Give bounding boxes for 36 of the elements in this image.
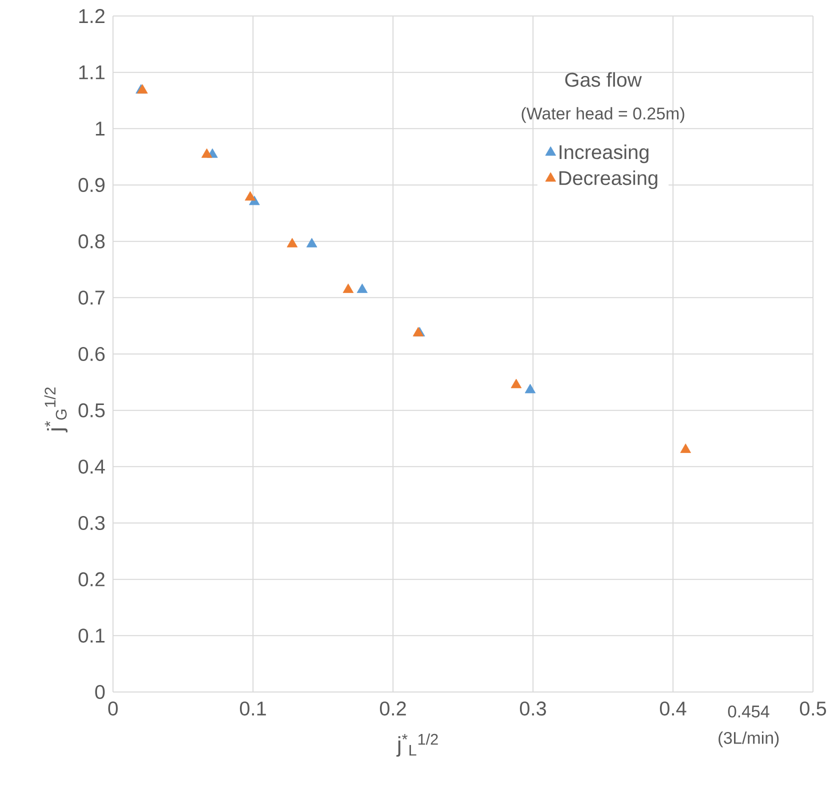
point [680,444,691,453]
y-tick-label: 0.9 [78,178,105,192]
y-tick-label: 0.1 [78,628,105,643]
x-tick-label: 0 [108,702,118,716]
y-tick-label: 0.7 [78,290,104,305]
point [244,191,256,201]
y-tick-label: 0.5 [78,403,105,418]
y-tick-label: 0.4 [78,460,105,474]
y-tick-label: 1.1 [79,65,105,80]
legend-label: Increasing [560,144,648,164]
y-axis-title: j$^{*}$G1/2 [44,387,68,432]
legend-title: Gas flow [565,72,642,87]
point [524,384,536,394]
point [342,284,354,293]
y-tick-label: 1 [96,122,105,136]
annotation: (Water head = 0.25m) [522,107,684,123]
y-tick-label: 0.8 [78,234,105,248]
point [306,238,318,248]
y-tick-label: 0.2 [78,572,104,586]
x-axis-title: j$^{*}$L1/2 [396,734,438,757]
x-tick-label: 0.5 [800,702,826,716]
x-tick-label: 0.1 [240,702,266,716]
point [510,378,522,388]
text: (3L/min) [718,732,779,748]
y-tick-label: 1.2 [79,9,104,23]
legend-label: Decreasing [559,170,658,190]
point [201,148,212,158]
y-tick-label: 0.3 [78,516,105,530]
point [286,238,298,248]
point [356,284,368,293]
y-tick-label: 0 [95,684,105,700]
x-tick-label: 0.2 [380,702,406,716]
y-tick-label: 0.6 [78,346,105,362]
x-tick-label: 0.4 [660,702,686,716]
text: 0.454 [728,706,770,718]
x-tick-label: 0.3 [520,702,546,716]
